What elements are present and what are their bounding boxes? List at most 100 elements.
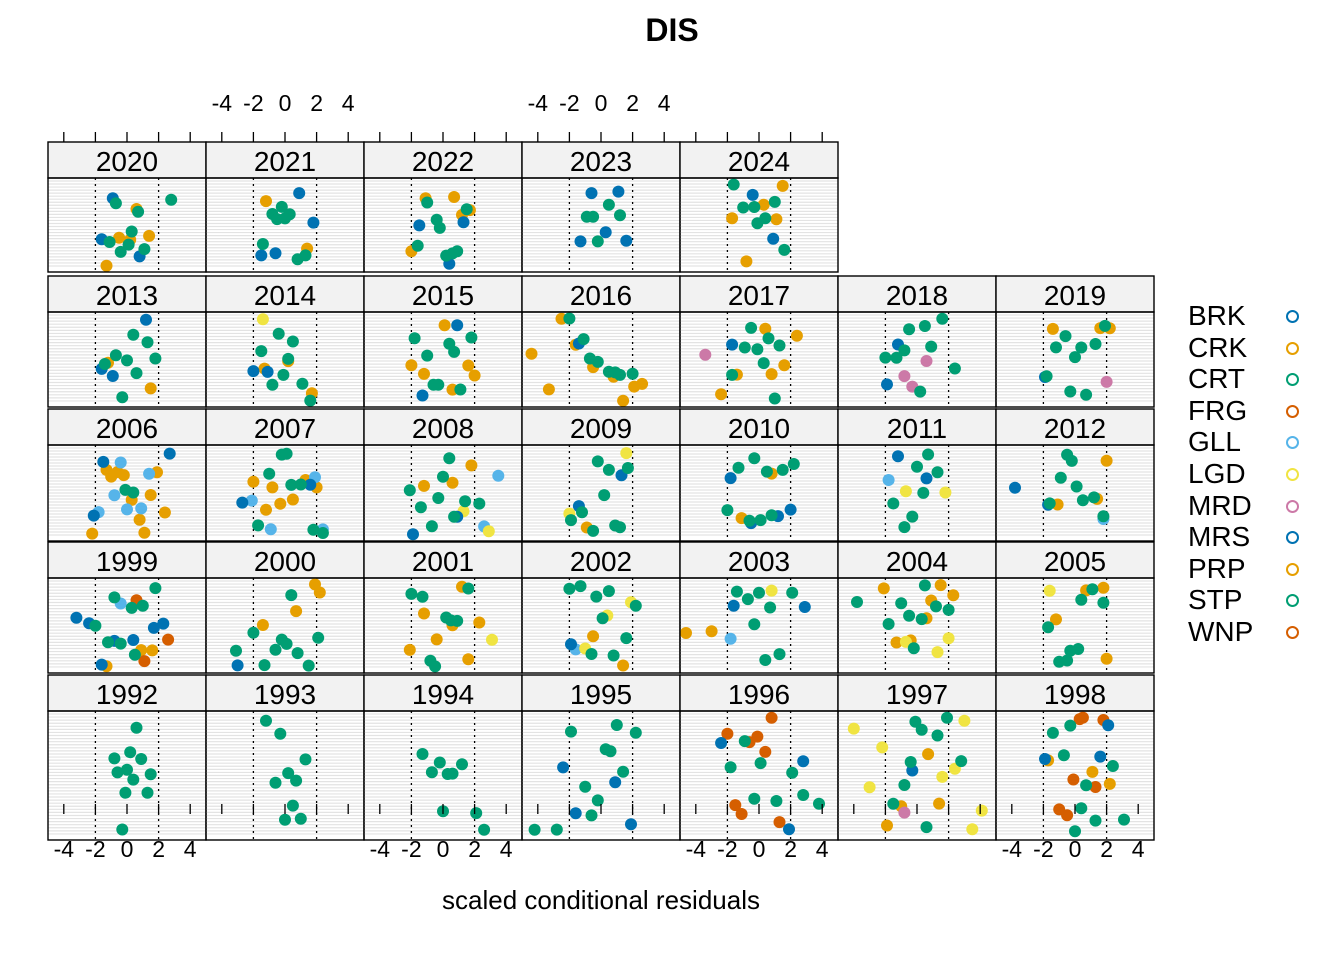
point-mrs [767, 232, 780, 245]
point-stp [1075, 593, 1088, 606]
point-prp [1100, 454, 1113, 467]
point-stp [1050, 341, 1062, 354]
point-wnp [759, 745, 772, 758]
point-lgd [942, 632, 955, 645]
point-stp [614, 209, 626, 222]
panel-1995: 1995 [521, 674, 681, 841]
point-mrs [163, 447, 176, 460]
panel-strip [47, 275, 207, 313]
panel-2009: 2009 [521, 408, 681, 542]
point-stp [130, 367, 143, 380]
x-axis-bottom-col4 [537, 804, 665, 814]
point-prp [313, 586, 326, 599]
tick-label: 2 [468, 836, 481, 862]
point-stp [754, 514, 767, 527]
tick-label: -2 [1033, 836, 1053, 862]
point-stp [587, 524, 600, 537]
point-stp [587, 210, 600, 223]
point-stp [1070, 480, 1083, 493]
point-stp [887, 497, 900, 510]
point-stp [141, 786, 154, 799]
point-stp [299, 753, 312, 766]
point-stp [726, 368, 739, 381]
legend-item-brk: BRK [1186, 300, 1316, 331]
point-stp [765, 509, 778, 522]
point-stp [1061, 448, 1074, 461]
point-stp [274, 727, 287, 740]
legend-item-prp: PRP [1186, 553, 1316, 584]
point-lgd [899, 485, 912, 498]
point-mrs [457, 216, 470, 229]
point-prp [525, 347, 538, 360]
point-mrs [1009, 481, 1021, 494]
point-stp [478, 823, 491, 836]
point-stp [770, 795, 783, 807]
point-stp [596, 612, 609, 625]
point-stp [255, 345, 268, 358]
point-stp [1075, 802, 1088, 815]
point-lgd [975, 804, 988, 817]
point-prp [617, 394, 630, 407]
point-stp [768, 392, 781, 405]
panel-year-label: 2009 [570, 413, 632, 444]
point-stp [130, 721, 143, 734]
point-mrs [1039, 753, 1051, 765]
point-mrs [1094, 750, 1107, 763]
point-stp [931, 729, 944, 742]
point-prp [144, 382, 157, 395]
legend-label: FRG [1188, 394, 1248, 426]
point-stp [748, 201, 761, 213]
point-mrs [726, 338, 739, 351]
point-mrs [1102, 719, 1115, 732]
tick-label: -2 [85, 836, 105, 862]
point-stp [282, 767, 295, 780]
point-prp [468, 369, 481, 382]
point-stp [416, 590, 429, 603]
point-stp [247, 626, 260, 639]
point-stp [437, 470, 449, 483]
point-stp [721, 504, 734, 517]
point-lgd [256, 313, 269, 326]
point-stp [1075, 341, 1088, 354]
panel-1999: 1999 [47, 541, 207, 674]
point-mrs [269, 247, 282, 260]
point-stp [748, 792, 761, 805]
point-stp [941, 711, 953, 724]
point-stp [931, 466, 944, 479]
point-mrs [140, 313, 152, 326]
point-stp [898, 521, 911, 534]
point-stp [1118, 813, 1130, 826]
point-stp [1088, 491, 1100, 504]
point-stp [122, 238, 135, 251]
tick-label: 4 [658, 90, 671, 116]
point-stp [898, 779, 911, 791]
point-stp [291, 647, 304, 660]
point-prp [418, 607, 430, 620]
panel-year-label: 1994 [412, 679, 474, 710]
point-stp [302, 659, 315, 672]
point-stp [751, 343, 764, 356]
point-stp [269, 776, 282, 789]
panel-frame [521, 177, 681, 273]
point-prp [266, 481, 279, 494]
point-prp [705, 625, 718, 638]
point-mrs [609, 776, 622, 789]
point-prp [636, 377, 649, 390]
point-prp [438, 319, 451, 332]
panel-strip [205, 674, 365, 712]
point-stp [602, 463, 615, 476]
legend-symbol-icon [1286, 531, 1299, 545]
tick-label: 4 [1132, 836, 1145, 862]
panel-year-label: 2011 [887, 413, 947, 444]
point-mrs [881, 378, 893, 391]
point-prp [403, 643, 416, 656]
point-mrs [293, 187, 306, 200]
point-prp [740, 255, 753, 268]
point-stp [275, 200, 288, 213]
tick-label: 2 [784, 836, 797, 862]
panel-1994: 1994 [363, 674, 523, 841]
point-prp [933, 797, 946, 810]
panel-2004: 2004 [837, 541, 997, 674]
panel-strip [363, 674, 523, 712]
panel-1997: 1997 [837, 674, 997, 841]
